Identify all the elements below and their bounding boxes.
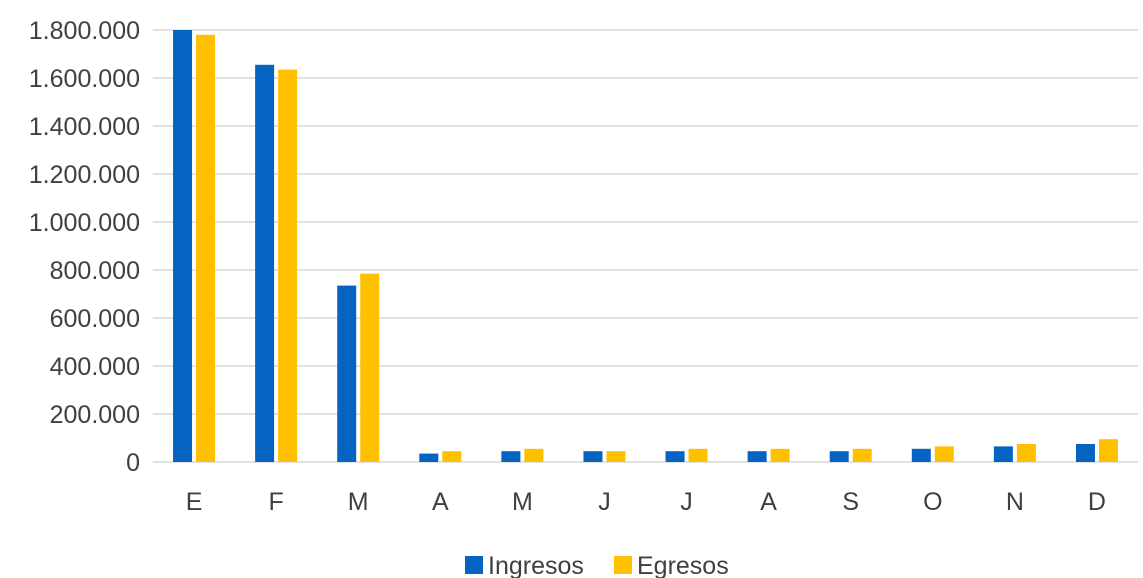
y-tick-label: 1.000.000	[29, 209, 140, 237]
x-tick-label: J	[680, 488, 693, 516]
bar-egresos	[1016, 444, 1036, 462]
bar-egresos	[934, 446, 954, 462]
bar-ingresos	[419, 453, 439, 462]
bar-egresos	[360, 273, 380, 462]
bar-egresos	[606, 451, 626, 462]
y-axis-tick-labels: 0 200.000 400.000 600.000 800.000 1.000.000 1.…	[29, 17, 140, 477]
x-tick-label: M	[348, 488, 369, 516]
bar-ingresos	[1075, 444, 1095, 462]
y-tick-label: 0	[126, 449, 140, 477]
y-tick-label: 1.800.000	[29, 17, 140, 45]
x-tick-label: A	[432, 488, 449, 516]
legend-label-ingresos: Ingresos	[488, 552, 584, 578]
bar-ingresos	[583, 451, 603, 462]
bar-ingresos	[665, 451, 685, 462]
bar-ingresos	[911, 448, 931, 462]
bar-ingresos	[173, 30, 193, 462]
bar-ingresos	[255, 64, 275, 463]
x-tick-label: A	[760, 488, 777, 516]
x-tick-label: M	[512, 488, 533, 516]
bar-egresos	[524, 448, 544, 462]
x-tick-label: N	[1006, 488, 1024, 516]
bar-ingresos	[747, 451, 767, 462]
y-tick-label: 1.400.000	[29, 113, 140, 141]
x-tick-label: S	[842, 488, 859, 516]
bar-egresos	[442, 451, 462, 462]
legend-swatch-egresos	[614, 556, 632, 574]
bar-egresos	[1098, 439, 1118, 462]
x-tick-label: J	[598, 488, 611, 516]
x-tick-label: E	[186, 488, 203, 516]
gridlines	[153, 29, 1138, 463]
x-tick-label: F	[268, 488, 283, 516]
bar-ingresos	[501, 451, 521, 462]
y-tick-label: 800.000	[50, 257, 140, 285]
bar-egresos	[196, 34, 216, 463]
y-tick-label: 400.000	[50, 353, 140, 381]
y-tick-label: 600.000	[50, 305, 140, 333]
x-tick-label: D	[1088, 488, 1106, 516]
bar-ingresos	[993, 446, 1013, 462]
legend: Ingresos Egresos	[465, 552, 729, 578]
bar-egresos	[278, 69, 298, 462]
y-tick-label: 1.200.000	[29, 161, 140, 189]
bar-ingresos	[337, 285, 357, 462]
bar-ingresos	[829, 451, 849, 462]
y-tick-label: 1.600.000	[29, 65, 140, 93]
legend-label-egresos: Egresos	[637, 552, 729, 578]
bar-egresos	[770, 448, 790, 462]
bar-egresos	[688, 448, 708, 462]
bar-egresos	[852, 448, 872, 462]
y-tick-label: 200.000	[50, 401, 140, 429]
bars	[173, 30, 1118, 463]
x-tick-label: O	[923, 488, 942, 516]
legend-swatch-ingresos	[465, 556, 483, 574]
